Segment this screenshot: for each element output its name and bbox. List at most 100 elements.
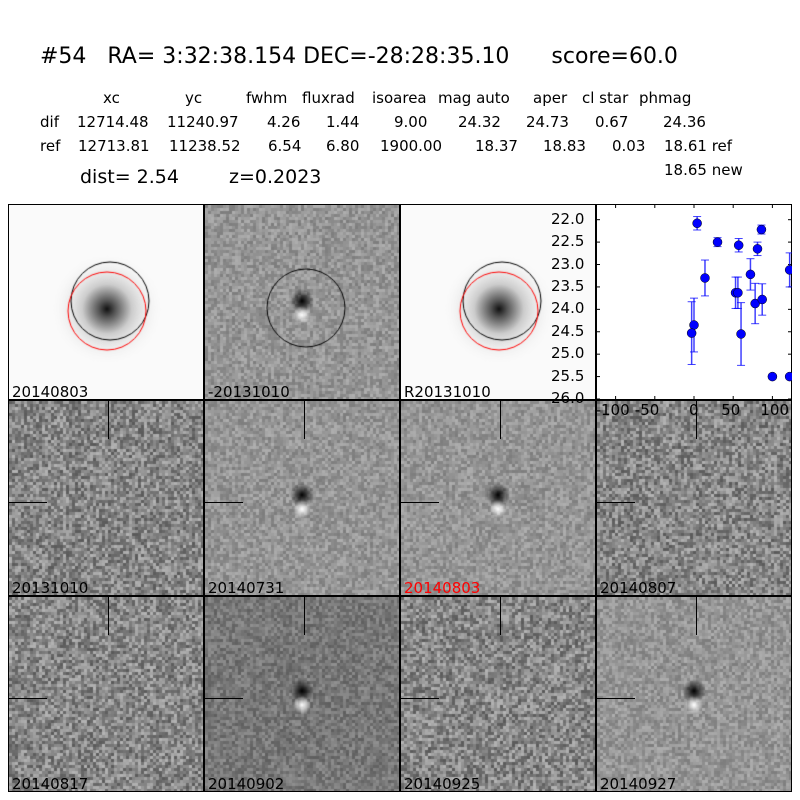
table-cell: 1.44	[326, 113, 360, 131]
stamp-date-label: 20140925	[404, 775, 481, 792]
dist-label: dist= 2.54	[80, 166, 179, 188]
crosshair-horizontal	[205, 502, 243, 503]
column-header: isoarea	[372, 89, 427, 107]
x-tick-label: 0	[689, 401, 699, 419]
table-cell: 11238.52	[169, 137, 241, 155]
stamp-image	[205, 597, 399, 791]
table-cell: 24.73	[526, 113, 569, 131]
table-cell: 18.83	[543, 137, 586, 155]
row-label: ref	[40, 137, 61, 155]
column-header: yc	[185, 89, 203, 107]
table-cell: 12714.48	[77, 113, 149, 131]
image-stamp: 20131010	[8, 400, 204, 596]
crosshair-vertical	[108, 597, 109, 635]
stamp-image	[9, 597, 203, 791]
table-cell: 9.00	[394, 113, 428, 131]
stamp-date-label: 20131010	[12, 579, 89, 596]
crosshair-vertical	[500, 597, 501, 635]
stamp-image	[9, 401, 203, 595]
y-tick-label: 25.5	[551, 366, 585, 385]
data-point	[752, 244, 763, 254]
stamp-image	[9, 205, 203, 399]
table-cell: 6.54	[268, 137, 302, 155]
data-point	[733, 240, 744, 250]
image-stamp: R20131010	[400, 204, 596, 400]
data-point	[767, 371, 778, 382]
image-stamp: 20140902	[204, 596, 400, 792]
stamp-date-label: 20140803	[12, 383, 89, 400]
crosshair-horizontal	[9, 698, 47, 699]
light-curve-chart	[596, 204, 792, 400]
data-point	[745, 269, 756, 280]
image-stamp: -20131010	[204, 204, 400, 400]
column-header: phmag	[639, 89, 692, 107]
crosshair-vertical	[696, 597, 697, 635]
image-stamp: 20140927	[596, 596, 792, 792]
stamp-image	[205, 401, 399, 595]
image-stamp: 20140803	[400, 400, 596, 596]
table-cell: 11240.97	[167, 113, 239, 131]
table-cell: 4.26	[267, 113, 301, 131]
y-tick-label: 24.5	[551, 321, 585, 340]
figure-title: #54 RA= 3:32:38.154 DEC=-28:28:35.10 sco…	[40, 44, 678, 69]
image-stamp: 20140807	[596, 400, 792, 596]
table-cell: 24.32	[458, 113, 501, 131]
y-tick-label: 22.5	[551, 232, 585, 251]
crosshair-vertical	[108, 401, 109, 439]
y-tick-label: 26.0	[551, 389, 585, 407]
data-point	[750, 298, 760, 309]
crosshair-vertical	[304, 597, 305, 635]
stamp-date-label: 20140927	[600, 775, 677, 792]
stamp-date-label: 20140731	[208, 579, 285, 596]
stamp-date-label: -20131010	[208, 383, 290, 400]
stamp-date-label: 20140807	[600, 579, 677, 596]
stamp-date-label: 20140902	[208, 775, 285, 792]
table-cell: 0.67	[595, 113, 629, 131]
x-tick-label: 100	[760, 401, 790, 419]
data-point	[784, 265, 792, 275]
data-point	[686, 328, 697, 338]
stamp-image	[401, 205, 595, 399]
table-cell: 18.61 ref	[664, 137, 733, 155]
stamp-image	[597, 401, 791, 595]
crosshair-horizontal	[205, 698, 243, 699]
stamp-image	[401, 597, 595, 791]
table-cell: 24.36	[663, 113, 706, 131]
table-cell: 6.80	[326, 137, 360, 155]
image-stamp: 20140925	[400, 596, 596, 792]
crosshair-vertical	[304, 401, 305, 439]
column-header: fwhm	[246, 89, 288, 107]
crosshair-vertical	[696, 401, 697, 439]
stamp-image	[597, 597, 791, 791]
table-cell: 12713.81	[78, 137, 150, 155]
image-stamp: 20140803	[8, 204, 204, 400]
image-stamp: 20140731	[204, 400, 400, 596]
stamp-date-label: 20140803	[404, 579, 481, 596]
stamp-image	[401, 401, 595, 595]
y-tick-label: 23.0	[551, 254, 585, 273]
data-point	[757, 294, 767, 305]
y-tick-label: 25.0	[551, 344, 585, 363]
data-point	[784, 371, 792, 382]
crosshair-horizontal	[597, 502, 635, 503]
x-tick-label: 50	[721, 401, 741, 419]
crosshair-horizontal	[597, 698, 635, 699]
data-point	[736, 329, 746, 339]
column-header: fluxrad	[302, 89, 355, 107]
data-point	[692, 218, 702, 229]
column-header: aper	[533, 89, 568, 107]
new-mag: 18.65 new	[664, 161, 743, 179]
data-point	[756, 224, 767, 235]
data-point	[700, 273, 710, 283]
crosshair-horizontal	[401, 698, 439, 699]
column-header: xc	[103, 89, 120, 107]
image-stamp: 20140817	[8, 596, 204, 792]
table-cell: 1900.00	[380, 137, 443, 155]
crosshair-horizontal	[9, 502, 47, 503]
table-cell: 0.03	[612, 137, 646, 155]
y-tick-label: 24.0	[551, 299, 585, 318]
data-point	[689, 320, 699, 330]
data-point	[733, 288, 743, 298]
crosshair-horizontal	[401, 502, 439, 503]
